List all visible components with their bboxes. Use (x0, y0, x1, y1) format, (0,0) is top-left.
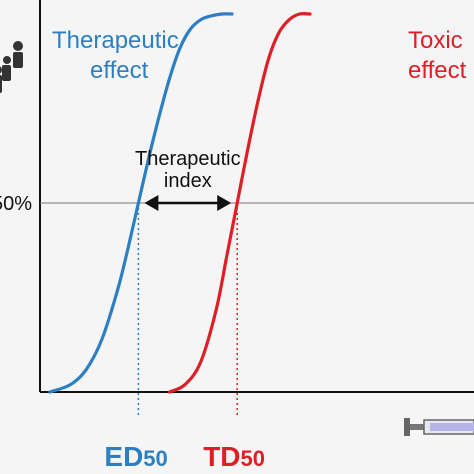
series-label-2-line-2: effect (408, 57, 467, 84)
annotation-line-1: Therapeutic (135, 148, 241, 170)
arrowhead-right (217, 195, 232, 211)
series-line-2 (168, 11, 312, 394)
annotation-line-2: index (164, 170, 212, 192)
fifty-percent-label: 50% (0, 193, 32, 215)
people-icon (0, 41, 23, 93)
series-label-1-line-2: effect (90, 57, 149, 84)
marker-label-1: ED50 (104, 441, 167, 472)
marker-label-2: TD50 (203, 441, 265, 472)
series-label-2-line-1: Toxic (408, 27, 463, 54)
syringe-icon (404, 418, 474, 436)
series-line-1 (48, 12, 234, 394)
series-label-1-line-1: Therapeutic (52, 27, 179, 54)
arrowhead-left (144, 195, 159, 211)
